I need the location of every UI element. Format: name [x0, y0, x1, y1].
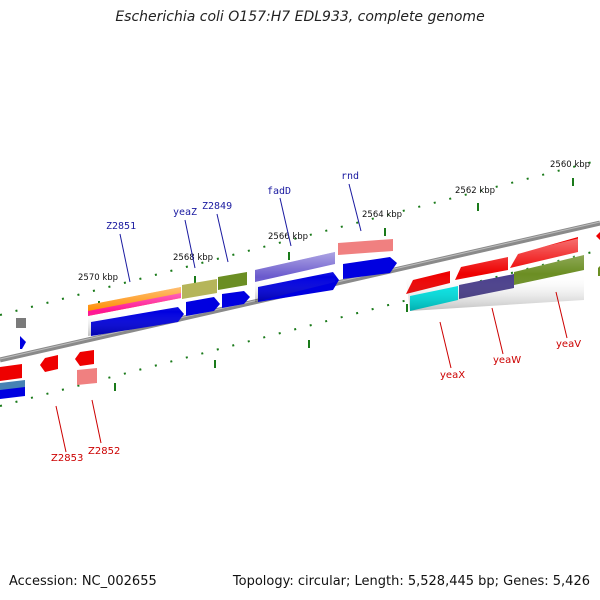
gene-block[interactable] — [77, 368, 97, 385]
gene-arrow[interactable] — [40, 355, 58, 372]
tick-label-2570: 2570 kbp — [78, 273, 118, 283]
tick-label-2564: 2564 kbp — [362, 210, 402, 220]
gene-label-Z2851[interactable]: Z2851 — [106, 221, 136, 232]
tick-label-2562: 2562 kbp — [455, 186, 495, 196]
gene-shade — [406, 237, 584, 311]
gene-label-yeaW[interactable]: yeaW — [493, 355, 521, 366]
gene-blocks-lower[interactable] — [0, 232, 600, 399]
gene-label-rnd[interactable]: rnd — [341, 171, 359, 182]
label-leaders-top — [119, 183, 362, 283]
gene-label-yeaX[interactable]: yeaX — [440, 370, 465, 381]
gene-label-Z2853[interactable]: Z2853 — [51, 453, 83, 464]
gene-shade — [255, 252, 335, 302]
gene-arrow[interactable] — [596, 232, 600, 240]
gene-arrow[interactable] — [75, 350, 94, 366]
gene-arrow[interactable] — [186, 297, 220, 316]
gene-label-fadD[interactable]: fadD — [267, 186, 291, 197]
gene-label-Z2849[interactable]: Z2849 — [202, 201, 232, 212]
label-leaders-bottom — [55, 291, 568, 453]
gene-arrow[interactable] — [343, 257, 397, 279]
gene-block[interactable] — [0, 387, 25, 399]
gene-block[interactable] — [218, 272, 247, 290]
gene-arrow[interactable] — [222, 291, 250, 308]
genome-summary: Topology: circular; Length: 5,528,445 bp… — [232, 574, 590, 589]
gene-block[interactable] — [16, 318, 26, 328]
accession-label: Accession: NC_002655 — [9, 574, 157, 589]
gene-block[interactable] — [182, 279, 217, 299]
gene-arrow[interactable] — [20, 336, 26, 349]
gene-shade — [88, 287, 181, 336]
gene-block[interactable] — [0, 364, 22, 381]
tick-label-2560: 2560 kbp — [550, 160, 590, 170]
genome-title: Escherichia coli O157:H7 EDL933, complet… — [115, 9, 485, 25]
gene-label-Z2852[interactable]: Z2852 — [88, 446, 120, 457]
tick-label-2566: 2566 kbp — [268, 232, 308, 242]
gene-label-yeaV[interactable]: yeaV — [556, 339, 581, 350]
gene-block[interactable] — [338, 239, 393, 255]
gene-label-yeaZ[interactable]: yeaZ — [173, 207, 197, 218]
gene-blocks-upper[interactable] — [16, 239, 397, 349]
